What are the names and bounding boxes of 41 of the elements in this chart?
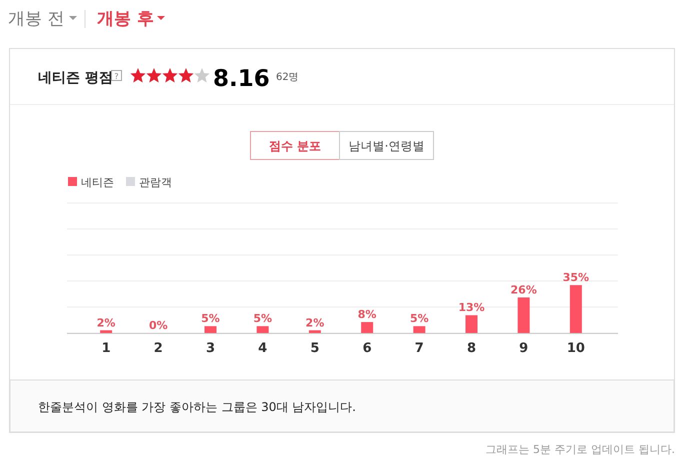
x-tick-label: 5 xyxy=(310,341,320,356)
data-label: 13% xyxy=(458,301,485,314)
text: ? xyxy=(114,72,119,81)
data-label: 35% xyxy=(562,271,590,284)
bar xyxy=(204,326,216,333)
bar xyxy=(518,297,530,333)
text: 남녀별·연령별 xyxy=(348,139,424,153)
data-label: 2% xyxy=(96,316,116,330)
bar xyxy=(413,326,426,333)
x-tick-label: 4 xyxy=(258,341,268,356)
bar xyxy=(570,285,582,333)
text: 개봉 전 xyxy=(8,9,64,29)
data-label: 26% xyxy=(510,283,537,296)
bar xyxy=(256,326,269,333)
data-label: 8% xyxy=(358,308,376,322)
data-label: 5% xyxy=(253,312,272,326)
data-label: 0% xyxy=(148,319,168,332)
text: 62명 xyxy=(276,72,299,83)
legend-label: 네티즌 xyxy=(81,176,114,189)
x-tick-label: 6 xyxy=(362,341,372,356)
data-label: 5% xyxy=(201,312,220,326)
data-label: 5% xyxy=(410,312,429,326)
bar xyxy=(308,330,321,333)
x-tick-label: 9 xyxy=(519,341,528,356)
x-tick-label: 10 xyxy=(566,341,585,356)
x-tick-label: 3 xyxy=(206,341,216,356)
text: 개봉 후 xyxy=(97,9,154,29)
text: 점수 분포 xyxy=(268,139,322,153)
chart-title: 네티즌 평점 xyxy=(38,70,113,86)
text: 8.16 xyxy=(213,66,270,92)
x-tick-label: 8 xyxy=(466,341,476,356)
x-tick-label: 2 xyxy=(154,341,163,356)
bar xyxy=(466,315,478,333)
text: 그래프는 5분 주기로 업데이트 됩니다. xyxy=(486,443,675,456)
data-label: 2% xyxy=(306,316,324,330)
bar xyxy=(361,322,374,333)
bar xyxy=(100,330,112,333)
x-tick-label: 1 xyxy=(102,341,111,356)
x-tick-label: 7 xyxy=(414,341,424,356)
legend-label: 관람객 xyxy=(139,176,172,189)
text: 한줄분석이 영화를 가장 좋아하는 그룹은 30대 남자입니다. xyxy=(38,400,356,414)
